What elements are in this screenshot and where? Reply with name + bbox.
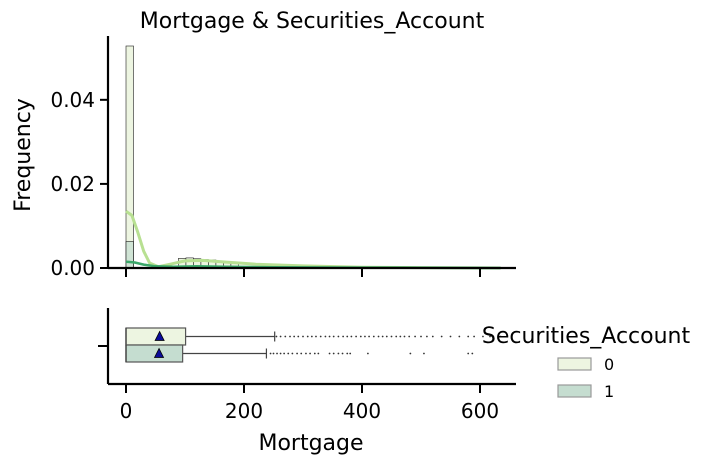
hist-bar-1-0 (125, 241, 134, 269)
box-outlier-0-6 (302, 335, 304, 338)
box-outlier-1-9 (305, 352, 307, 355)
box-outlier-1-6 (291, 352, 294, 355)
box-outlier-1-14 (332, 352, 335, 355)
box-outlier-0-20 (364, 335, 366, 338)
hist-y-tick-label-2: 0.04 (50, 88, 95, 112)
legend-label-1: 1 (604, 382, 614, 401)
box-outlier-0-1 (279, 335, 282, 338)
box-outlier-1-1 (272, 352, 275, 355)
box-outlier-1-7 (296, 352, 298, 355)
box-outlier-0-37 (458, 335, 461, 338)
box-outlier-1-3 (279, 352, 282, 355)
legend: Securities_Account 01 (482, 324, 691, 401)
hist-bar-0-0 (125, 45, 134, 269)
box-outlier-0-40 (482, 335, 484, 338)
box-outlier-0-26 (390, 335, 393, 338)
box-outlier-0-38 (467, 335, 470, 338)
box-outlier-1-5 (287, 352, 290, 355)
box-outlier-0-30 (408, 335, 411, 338)
box-mean-marker-0 (154, 330, 165, 341)
box-outlier-0-36 (449, 335, 452, 338)
boxplot-panel: 0 200 400 600 Mortgage (98, 308, 516, 456)
box-outlier-0-11 (324, 335, 327, 338)
box-x-tick-label-1: 200 (225, 399, 263, 423)
box-outlier-0-2 (284, 335, 287, 338)
histogram-bars (125, 45, 239, 269)
box-outlier-0-13 (332, 335, 335, 338)
hist-y-tick-label-0: 0.00 (50, 256, 95, 280)
box-outlier-1-20 (409, 352, 412, 355)
legend-label-0: 0 (604, 355, 614, 374)
box-outlier-1-0 (269, 352, 272, 355)
box-outlier-0-29 (403, 335, 406, 338)
legend-entries: 01 (557, 355, 614, 401)
box-outlier-0-0 (275, 335, 278, 338)
box-outlier-0-28 (399, 335, 402, 338)
box-outlier-0-18 (355, 335, 357, 338)
box-outlier-0-22 (372, 335, 375, 338)
box-outlier-1-19 (367, 352, 369, 355)
box-outlier-0-39 (473, 335, 475, 338)
box-outlier-0-27 (395, 335, 398, 338)
box-outlier-0-23 (377, 335, 380, 338)
box-outlier-0-5 (297, 335, 300, 338)
box-outlier-1-22 (467, 352, 470, 355)
box-outlier-0-4 (293, 335, 296, 338)
hist-y-tick-label-1: 0.02 (50, 172, 95, 196)
legend-swatch-1 (557, 384, 592, 398)
box-outlier-1-12 (317, 352, 320, 355)
histogram-panel: Mortgage & Securities_Account Frequency … (11, 9, 516, 280)
box-outlier-1-8 (300, 352, 303, 355)
legend-title: Securities_Account (482, 324, 691, 349)
box-x-tick-label-0: 0 (120, 399, 133, 423)
box-outlier-0-9 (315, 335, 317, 338)
boxplot-marks (125, 327, 502, 363)
box-outlier-0-33 (426, 335, 428, 338)
chart-title: Mortgage & Securities_Account (140, 9, 485, 34)
box-iqr-0 (125, 327, 187, 346)
box-outlier-1-21 (423, 352, 425, 355)
box-outlier-0-34 (431, 335, 434, 338)
box-x-tick-label-3: 600 (461, 399, 499, 423)
box-outlier-0-12 (328, 335, 331, 338)
box-outlier-1-2 (276, 352, 278, 355)
box-outlier-0-41 (489, 335, 491, 338)
box-outlier-0-15 (342, 335, 345, 338)
box-outlier-1-15 (337, 352, 340, 355)
histogram-axes: 0.00 0.02 0.04 (50, 36, 516, 280)
box-outlier-1-23 (471, 352, 474, 355)
x-axis-label: Mortgage (258, 431, 363, 456)
box-outlier-1-17 (346, 352, 349, 355)
box-outlier-0-21 (368, 335, 370, 338)
box-outlier-1-11 (313, 352, 316, 355)
box-outlier-0-24 (381, 335, 384, 338)
box-outlier-0-14 (337, 335, 340, 338)
box-iqr-1 (125, 344, 184, 363)
box-outlier-1-4 (283, 352, 286, 355)
box-outlier-0-35 (440, 335, 443, 338)
box-outlier-0-31 (414, 335, 416, 338)
box-outlier-1-16 (341, 352, 344, 355)
box-outlier-0-25 (385, 335, 388, 338)
box-outlier-0-32 (420, 335, 422, 338)
box-x-tick-label-2: 400 (343, 399, 381, 423)
box-outlier-1-13 (328, 352, 331, 355)
box-outlier-0-42 (499, 335, 502, 338)
box-outlier-0-16 (346, 335, 349, 338)
y-axis-label: Frequency (11, 98, 36, 212)
box-outlier-0-3 (289, 335, 291, 338)
box-outlier-0-19 (359, 335, 362, 338)
legend-swatch-0 (557, 357, 592, 371)
box-outlier-0-8 (310, 335, 313, 338)
box-outlier-0-17 (350, 335, 353, 338)
box-mean-marker-1 (153, 347, 165, 358)
boxplot-axes: 0 200 400 600 (98, 308, 516, 423)
box-outlier-1-18 (349, 352, 352, 355)
box-outlier-1-10 (309, 352, 311, 355)
box-outlier-0-10 (319, 335, 322, 338)
box-outlier-0-7 (306, 335, 309, 338)
